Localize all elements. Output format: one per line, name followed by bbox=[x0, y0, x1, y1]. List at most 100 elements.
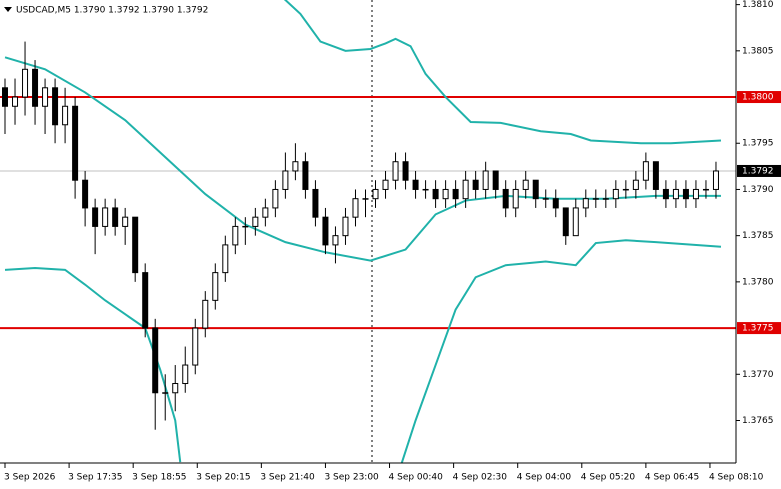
y-tick-label: 1.3805 bbox=[742, 46, 774, 56]
candle-body bbox=[552, 198, 559, 209]
x-tick-label: 3 Sep 2026 bbox=[4, 473, 56, 483]
candle-body bbox=[702, 188, 709, 191]
candle-body bbox=[602, 198, 609, 200]
candle-body bbox=[682, 188, 689, 200]
current-price-box bbox=[737, 164, 781, 177]
x-tick-label: 3 Sep 21:40 bbox=[260, 473, 315, 483]
chart-title: USDCAD,M5 1.3790 1.3792 1.3790 1.3792 bbox=[16, 6, 208, 16]
candle-body bbox=[632, 179, 639, 190]
candle-body bbox=[242, 225, 249, 228]
candle-body bbox=[302, 161, 309, 190]
candle-body bbox=[102, 207, 109, 227]
candle-body bbox=[412, 179, 419, 190]
x-tick-label: 3 Sep 17:35 bbox=[68, 473, 122, 483]
candle-body bbox=[142, 272, 149, 329]
band-line bbox=[283, 0, 722, 145]
x-tick-label: 3 Sep 23:00 bbox=[324, 473, 379, 483]
candle-body bbox=[62, 105, 69, 126]
candle-body bbox=[462, 179, 469, 200]
candle-body bbox=[92, 207, 99, 227]
x-tick-label: 3 Sep 18:55 bbox=[132, 473, 186, 483]
plot-area bbox=[0, 0, 736, 463]
candle-body bbox=[32, 68, 39, 107]
y-tick-label: 1.3810 bbox=[742, 0, 774, 10]
y-tick-label: 1.3790 bbox=[742, 185, 774, 195]
candle-body bbox=[442, 188, 449, 200]
candle-body bbox=[622, 188, 629, 191]
candle-body bbox=[212, 272, 219, 301]
candle-body bbox=[12, 96, 19, 107]
candle-body bbox=[382, 179, 389, 190]
candle-body bbox=[592, 198, 599, 200]
candle-body bbox=[122, 216, 129, 227]
y-tick-label: 1.3770 bbox=[742, 370, 774, 380]
menu-icon bbox=[4, 7, 12, 12]
y-tick-label: 1.3765 bbox=[742, 416, 774, 426]
candle-body bbox=[422, 188, 429, 191]
candle-body bbox=[692, 188, 699, 200]
x-tick-label: 4 Sep 06:45 bbox=[645, 473, 699, 483]
candle-body bbox=[272, 188, 279, 209]
candle-body bbox=[2, 87, 9, 107]
candle-body bbox=[362, 198, 369, 200]
candle-body bbox=[432, 188, 439, 200]
candle-body bbox=[322, 216, 329, 246]
candle-body bbox=[572, 207, 579, 237]
candle-body bbox=[582, 198, 589, 209]
candle-body bbox=[282, 170, 289, 190]
y-tick-label: 1.3780 bbox=[742, 277, 774, 287]
candle-body bbox=[472, 179, 479, 190]
candle-body bbox=[262, 207, 269, 218]
x-tick-label: 4 Sep 08:10 bbox=[709, 473, 764, 483]
y-tick-label: 1.3785 bbox=[742, 231, 774, 241]
candle-body bbox=[342, 216, 349, 237]
candle-body bbox=[132, 216, 139, 274]
candle-body bbox=[712, 170, 719, 190]
candle-body bbox=[512, 188, 519, 209]
candle-body bbox=[172, 383, 179, 394]
y-tick-label: 1.3795 bbox=[742, 139, 774, 149]
candle-body bbox=[542, 198, 549, 200]
candle-body bbox=[392, 161, 399, 181]
current-price-label: 1.3792 bbox=[742, 166, 774, 176]
candle-body bbox=[612, 188, 619, 200]
candle-body bbox=[72, 105, 79, 181]
candle-body bbox=[82, 179, 89, 209]
candle-body bbox=[232, 225, 239, 246]
candle-body bbox=[192, 327, 199, 366]
candle-body bbox=[492, 170, 499, 190]
level-label: 1.3800 bbox=[742, 93, 774, 103]
level-label-box bbox=[737, 91, 781, 104]
candle-body bbox=[202, 299, 209, 329]
candle-body bbox=[152, 327, 159, 394]
candle-body bbox=[352, 198, 359, 218]
candle-body bbox=[162, 392, 169, 394]
x-tick-label: 4 Sep 05:20 bbox=[581, 473, 636, 483]
candle-body bbox=[662, 188, 669, 200]
candle-body bbox=[222, 244, 229, 274]
candle-body bbox=[642, 161, 649, 181]
candle-body bbox=[42, 87, 49, 107]
candle-body bbox=[532, 179, 539, 200]
candle-body bbox=[502, 188, 509, 209]
candle-body bbox=[562, 207, 569, 237]
candle-body bbox=[112, 207, 119, 227]
candle-body bbox=[292, 161, 299, 172]
candle-body bbox=[652, 161, 659, 190]
candle-body bbox=[252, 216, 259, 227]
candle-body bbox=[482, 170, 489, 190]
candle-body bbox=[182, 364, 189, 385]
band-line bbox=[4, 239, 722, 463]
band-line bbox=[4, 56, 721, 262]
candle-body bbox=[52, 87, 59, 126]
x-tick-label: 4 Sep 02:30 bbox=[453, 473, 508, 483]
level-label-box bbox=[737, 322, 781, 335]
candle-body bbox=[402, 161, 409, 181]
x-tick-label: 4 Sep 00:40 bbox=[389, 473, 444, 483]
candle-body bbox=[332, 235, 339, 246]
candle-body bbox=[372, 188, 379, 200]
level-label: 1.3775 bbox=[742, 324, 774, 334]
x-tick-label: 4 Sep 04:00 bbox=[517, 473, 572, 483]
